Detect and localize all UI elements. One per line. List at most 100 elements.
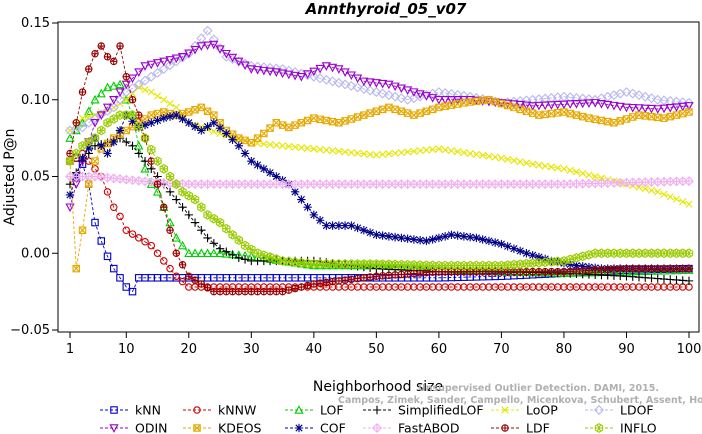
data-point (102, 106, 113, 116)
data-point (335, 119, 343, 127)
data-point (646, 93, 657, 104)
data-point (153, 109, 162, 118)
data-point (521, 101, 532, 111)
data-point (590, 99, 600, 108)
data-point (134, 121, 143, 132)
y-tick-label: 0.05 (21, 170, 50, 185)
data-point (91, 50, 99, 58)
data-point (116, 274, 124, 282)
legend-item-ldf: LDF (491, 421, 550, 434)
data-point (272, 141, 280, 149)
data-point (403, 270, 412, 278)
legend-item-knnw: kNNW (183, 403, 256, 418)
data-point (247, 244, 256, 255)
data-point (353, 113, 362, 121)
data-point (341, 148, 349, 156)
data-point (191, 276, 199, 284)
data-point (640, 104, 650, 114)
data-point (184, 190, 193, 201)
data-point (577, 93, 588, 104)
data-point (572, 261, 581, 270)
data-point (178, 203, 187, 212)
data-point (316, 279, 324, 287)
data-point (566, 254, 575, 265)
legend-label: LDF (526, 421, 550, 434)
data-point (329, 147, 337, 155)
data-point (128, 287, 137, 296)
data-point (165, 187, 175, 197)
data-point (193, 424, 201, 432)
data-point (147, 111, 156, 119)
data-point (435, 145, 443, 153)
data-point (496, 99, 507, 108)
data-point (440, 232, 450, 241)
data-point (197, 280, 206, 288)
data-point (378, 79, 388, 89)
data-point (133, 79, 144, 90)
data-point (546, 101, 557, 110)
data-point (416, 109, 424, 117)
data-point (121, 87, 132, 98)
data-point (654, 188, 662, 196)
data-point-detail (148, 146, 155, 154)
data-point (566, 166, 574, 174)
data-point (652, 94, 663, 105)
data-point (641, 185, 649, 193)
data-point (109, 81, 119, 90)
data-point (253, 248, 262, 259)
data-point (366, 150, 374, 158)
data-point (252, 61, 263, 72)
data-point (435, 103, 443, 112)
data-point (84, 137, 93, 147)
data-point (359, 77, 369, 87)
data-point (484, 236, 494, 246)
data-point (678, 109, 687, 118)
data-point (453, 231, 462, 240)
data-point (215, 244, 225, 253)
data-point (140, 62, 150, 71)
data-point (190, 218, 200, 227)
data-point (122, 137, 131, 147)
data-point (497, 239, 506, 249)
data-point (684, 248, 694, 259)
legend-label: KDEOS (218, 421, 262, 434)
data-point (591, 266, 599, 274)
data-point-detail (185, 192, 192, 200)
x-tick-label: 40 (306, 342, 323, 357)
data-point (509, 244, 519, 253)
data-point-detail (104, 119, 111, 127)
data-point (202, 41, 213, 51)
data-point (334, 221, 344, 230)
data-point (140, 133, 150, 143)
data-point (272, 172, 281, 181)
data-point (490, 238, 500, 247)
data-point (541, 110, 549, 119)
data-point (203, 233, 212, 243)
chart-title: Annthyroid_05_v07 (305, 0, 467, 18)
data-point (172, 179, 181, 190)
data-point (579, 169, 587, 178)
data-point (278, 121, 287, 129)
data-point (659, 104, 669, 114)
data-point (97, 237, 106, 245)
data-point-detail (173, 180, 180, 188)
data-point (403, 234, 412, 243)
data-point (616, 117, 624, 125)
data-point (583, 94, 594, 105)
legend-label: LDOF (620, 403, 654, 418)
data-point (121, 80, 131, 90)
data-point (96, 88, 106, 98)
data-point (372, 423, 382, 433)
data-point (522, 268, 531, 276)
data-point (553, 100, 563, 110)
data-point-detail (216, 219, 224, 226)
data-point (122, 73, 131, 81)
data-point (215, 123, 225, 133)
legend-item-kdeos: KDEOS (183, 421, 262, 434)
data-point (540, 254, 550, 264)
data-point (196, 42, 206, 51)
data-point (622, 264, 631, 273)
data-point (340, 221, 350, 230)
data-point (341, 117, 349, 125)
